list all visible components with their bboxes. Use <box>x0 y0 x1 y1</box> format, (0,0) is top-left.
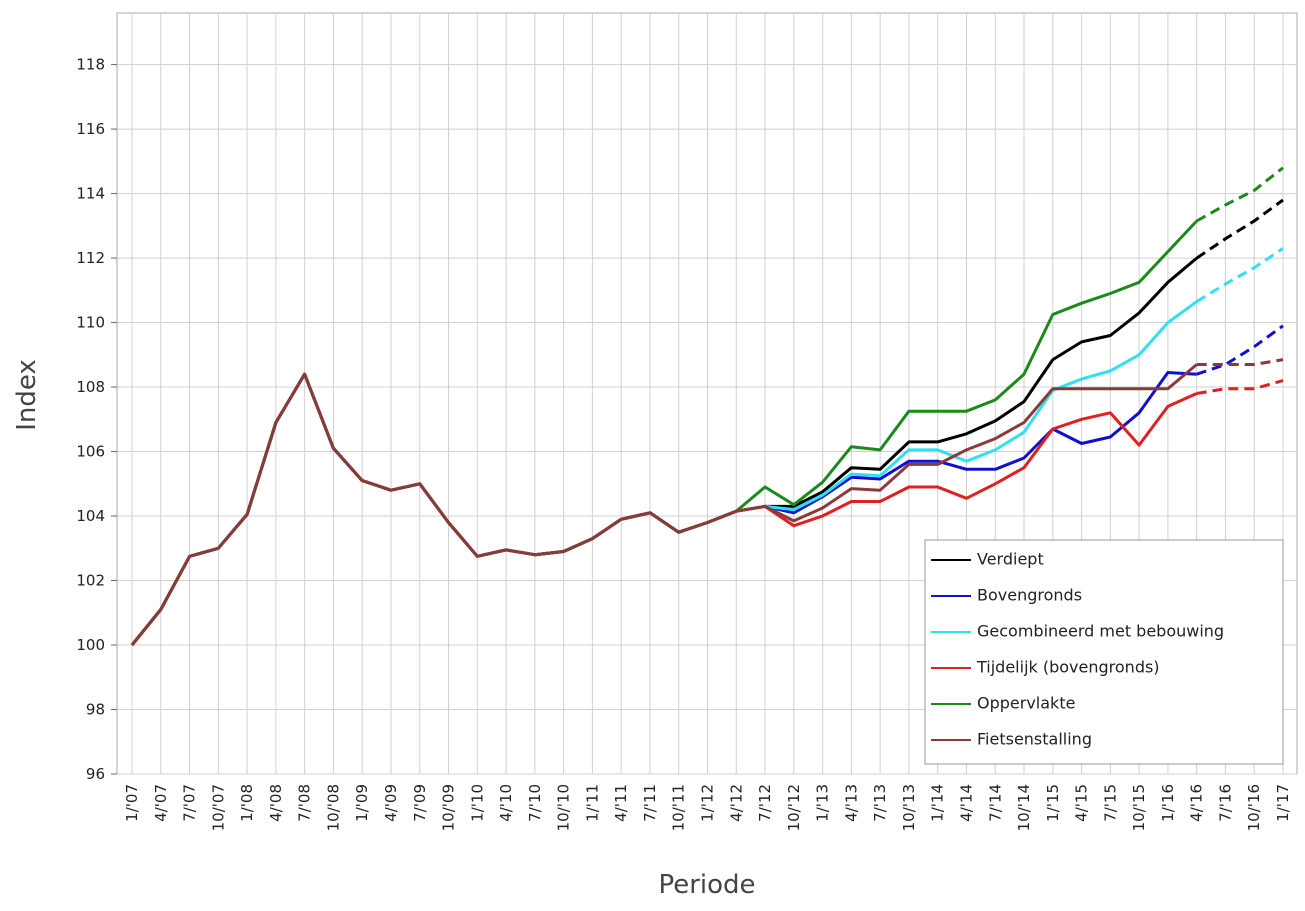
x-tick-label: 1/'12 <box>699 784 717 822</box>
y-tick-label: 96 <box>86 765 105 783</box>
y-tick-label: 110 <box>76 314 105 332</box>
x-tick-label: 7/'16 <box>1216 784 1234 822</box>
y-tick-label: 116 <box>76 120 105 138</box>
x-tick-label: 10/'11 <box>670 784 688 831</box>
x-tick-label: 10/'10 <box>555 784 573 831</box>
x-tick-label: 7/'15 <box>1101 784 1119 822</box>
series-line-dashed <box>1195 166 1284 223</box>
y-axis-title: Index <box>12 359 42 431</box>
series-line-dashed <box>1196 358 1284 366</box>
x-tick-label: 7/'10 <box>526 784 544 822</box>
y-tick-label: 114 <box>76 185 105 203</box>
y-tick-label: 112 <box>76 249 105 267</box>
y-tick-label: 102 <box>76 572 105 590</box>
x-tick-label: 1/'14 <box>929 784 947 822</box>
x-tick-label: 7/'14 <box>986 784 1004 822</box>
x-tick-label: 10/'12 <box>785 784 803 831</box>
x-tick-label: 4/'08 <box>267 784 285 822</box>
x-tick-label: 7/'09 <box>411 784 429 822</box>
x-tick-label: 1/'16 <box>1159 784 1177 822</box>
series-line-dashed <box>1195 247 1284 303</box>
x-tick-label: 7/'11 <box>641 784 659 822</box>
x-tick-label: 4/'12 <box>727 784 745 822</box>
x-tick-label: 4/'13 <box>842 784 860 822</box>
x-tick-label: 4/'09 <box>382 784 400 822</box>
legend-label: Bovengronds <box>977 586 1082 605</box>
x-tick-label: 4/'15 <box>1073 784 1091 822</box>
x-tick-label: 7/'08 <box>296 784 314 822</box>
y-tick-label: 106 <box>76 443 105 461</box>
y-tick-label: 98 <box>86 701 105 719</box>
x-tick-label: 10/'14 <box>1015 784 1033 831</box>
x-tick-label: 4/'11 <box>612 784 630 822</box>
series-line <box>130 363 1198 646</box>
y-tick-label: 118 <box>76 56 105 74</box>
x-tick-label: 1/'09 <box>353 784 371 822</box>
x-tick-label: 7/'12 <box>756 784 774 822</box>
x-tick-label: 1/'10 <box>468 784 486 822</box>
series-line-dashed <box>1196 379 1284 395</box>
legend: Verdiept Bovengronds Gecombineerd met bebo… <box>924 539 1284 765</box>
x-tick-label: 4/'10 <box>497 784 515 822</box>
x-tick-label: 10/'07 <box>209 784 227 831</box>
x-tick-label: 7/'13 <box>871 784 889 822</box>
y-tick-label: 108 <box>76 378 105 396</box>
legend-label: Verdiept <box>977 550 1044 569</box>
x-tick-label: 4/'14 <box>957 784 975 822</box>
x-tick-label: 1/'07 <box>123 784 141 822</box>
lines <box>130 166 1284 646</box>
x-tick-label: 4/'07 <box>152 784 170 822</box>
x-tick-label: 10/'08 <box>324 784 342 831</box>
legend-box <box>924 539 1284 765</box>
y-tick-label: 100 <box>76 636 105 654</box>
x-tick-label: 1/'08 <box>238 784 256 822</box>
legend-label: Gecombineerd met bebouwing <box>977 622 1224 641</box>
x-tick-label: 1/'11 <box>583 784 601 822</box>
legend-label: Tijdelijk (bovengronds) <box>976 658 1160 677</box>
x-tick-label: 10/'16 <box>1245 784 1263 831</box>
x-tick-label: 10/'09 <box>440 784 458 831</box>
x-tick-label: 10/'15 <box>1130 784 1148 831</box>
x-tick-label: 1/'15 <box>1044 784 1062 822</box>
x-tick-label: 7/'07 <box>181 784 199 822</box>
y-tick-label: 104 <box>76 507 105 525</box>
x-axis-title: Periode <box>658 870 755 900</box>
x-tick-label: 1/'17 <box>1274 784 1292 822</box>
series-line-dashed <box>1195 198 1284 260</box>
x-tick-label: 10/'13 <box>900 784 918 831</box>
x-tick-label: 4/'16 <box>1188 784 1206 822</box>
legend-label: Fietsenstalling <box>977 730 1092 749</box>
x-tick-label: 1/'13 <box>814 784 832 822</box>
legend-label: Oppervlakte <box>977 694 1075 713</box>
series-line-dashed <box>1196 324 1284 376</box>
